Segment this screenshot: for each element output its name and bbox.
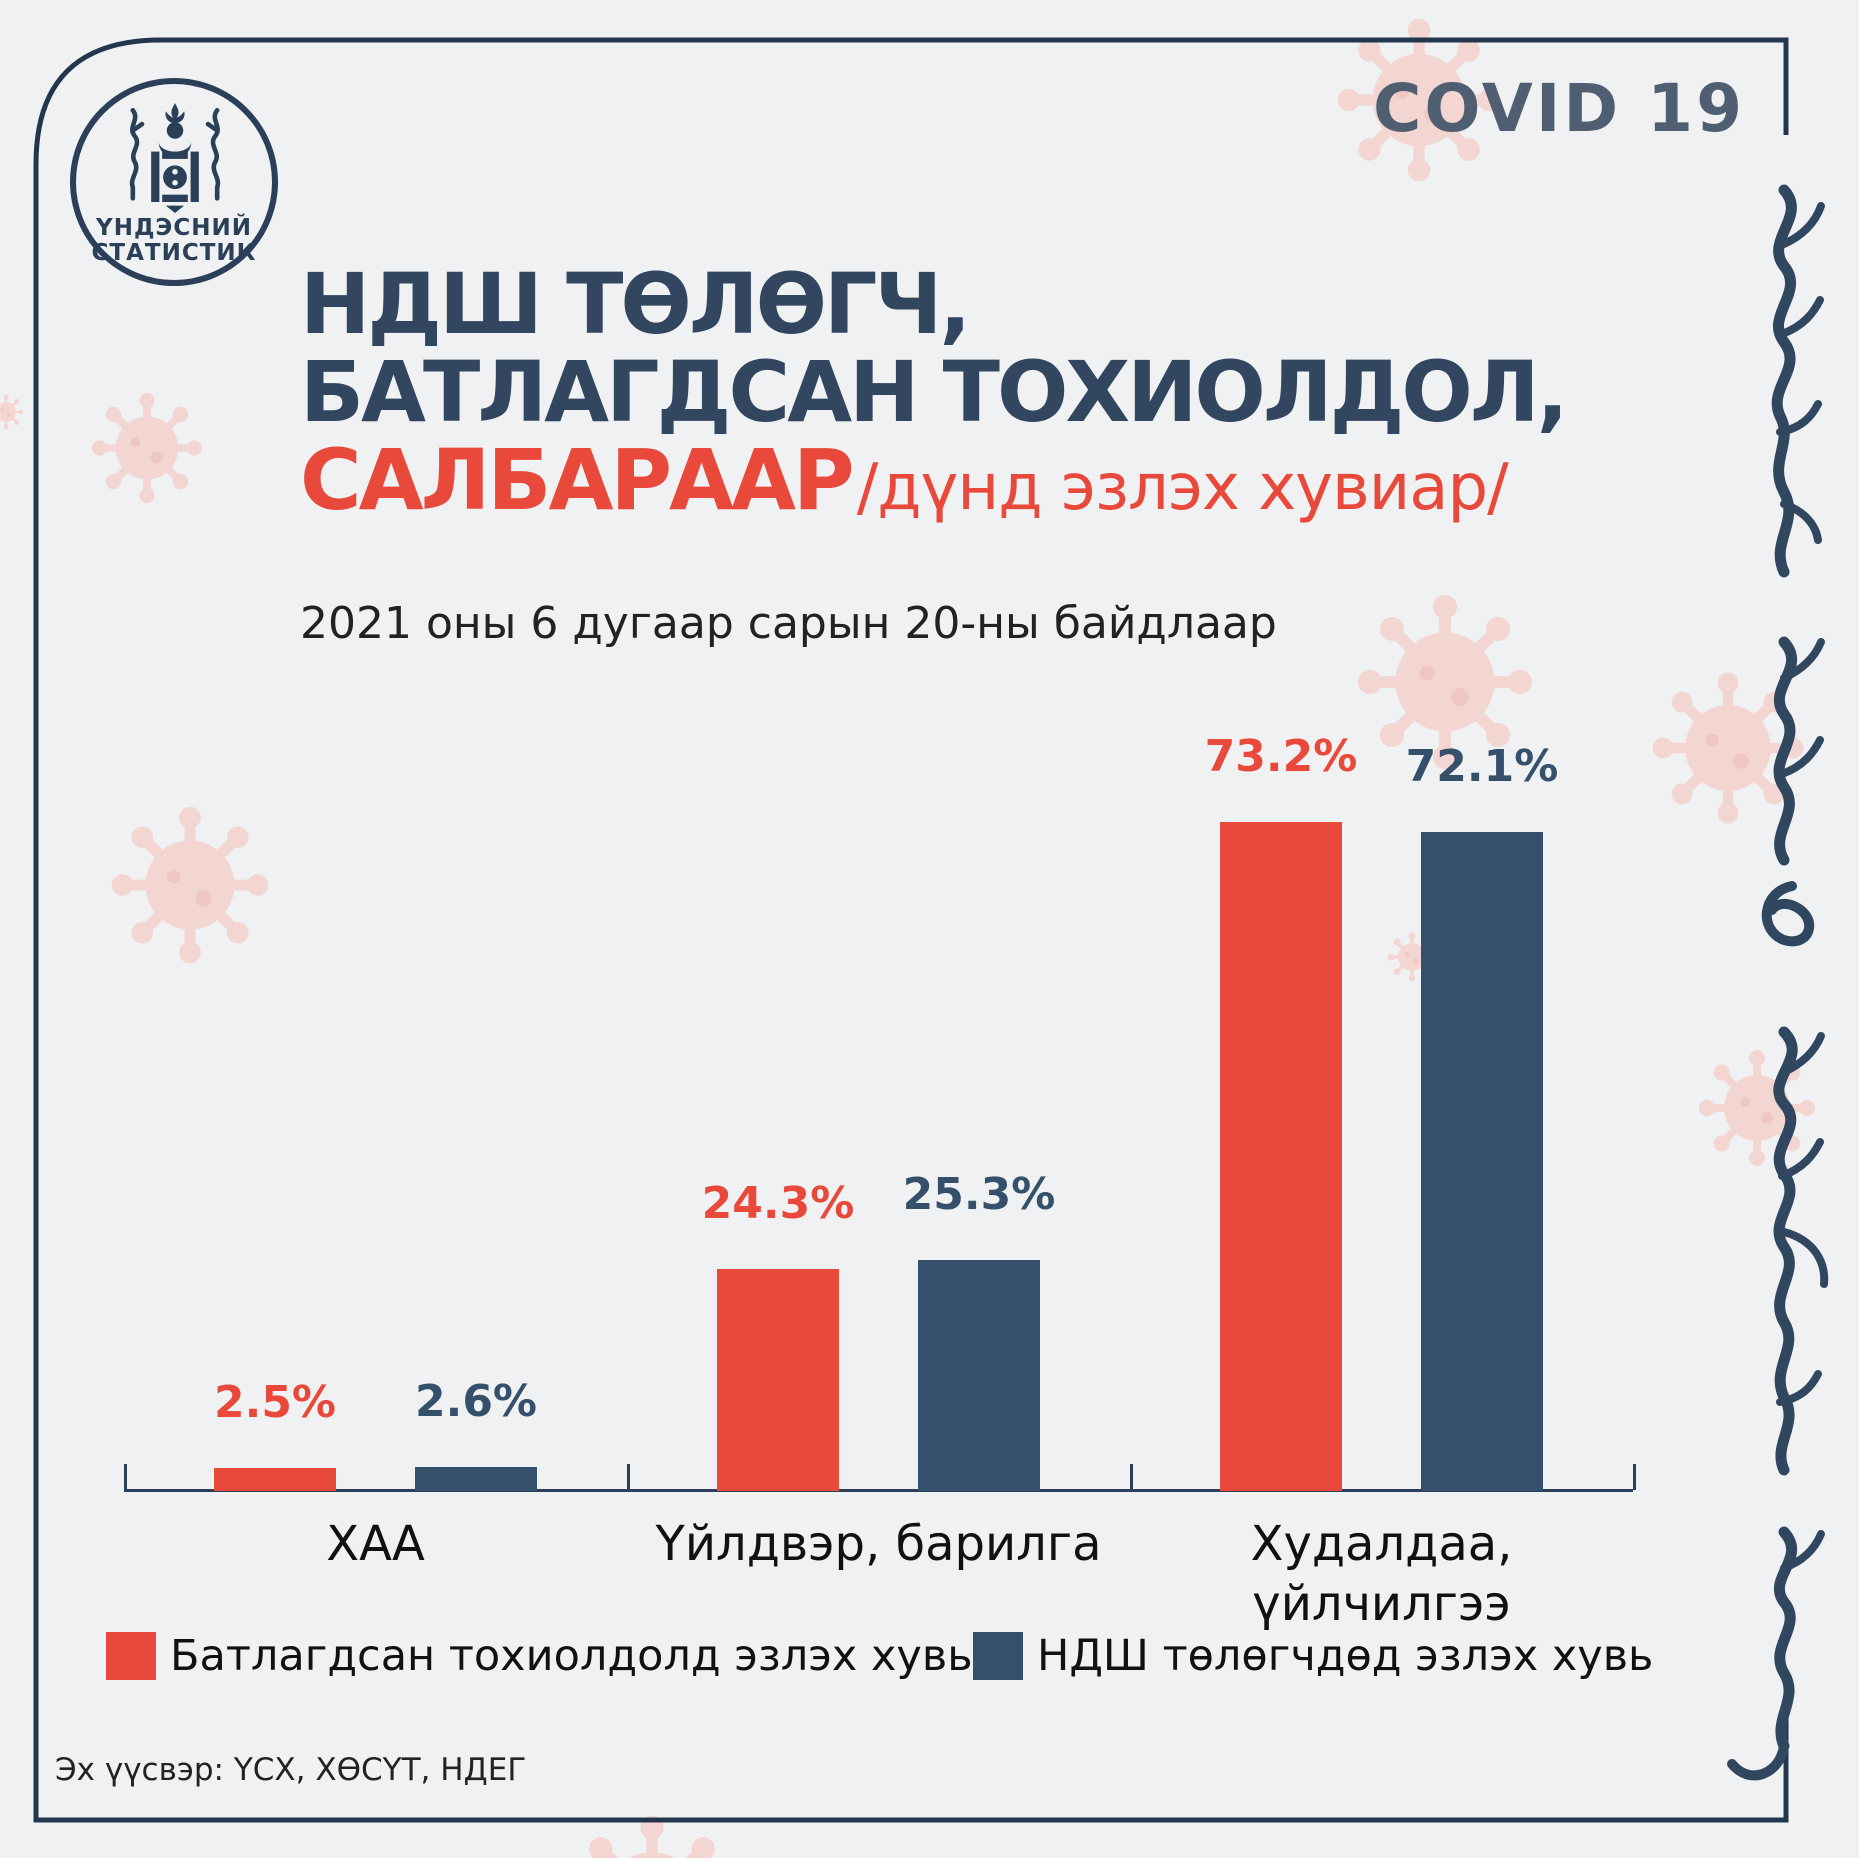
source-note: Эх үүсвэр: ҮСХ, ХӨСҮТ, НДЕГ: [55, 1752, 527, 1788]
virus-icon: [1358, 595, 1532, 769]
legend-label: Батлагдсан тохиолдолд эзлэх хувь: [170, 1631, 973, 1681]
page-title-line3: САЛБАРААР /дүнд эзлэх хувиар/: [300, 438, 1509, 525]
bar-value-label: 25.3%: [902, 1169, 1056, 1220]
covid-label: COVID 19: [1372, 70, 1745, 147]
page-title-line1: НДШ ТӨЛӨГЧ,: [300, 255, 971, 353]
mongolian-script-decoration: [1727, 184, 1829, 1781]
x-axis-line: [124, 1489, 1633, 1492]
bar-value-label: 73.2%: [1204, 731, 1358, 782]
page-title-line2: БАТЛАГДСАН ТОХИОЛДОЛ,: [300, 343, 1568, 441]
virus-icon: [0, 394, 24, 430]
axis-tick: [1130, 1464, 1133, 1490]
bar: [1220, 822, 1342, 1491]
bar: [717, 1269, 839, 1491]
bar-value-label: 2.6%: [414, 1376, 538, 1427]
bar: [1421, 832, 1543, 1491]
nso-logo: ҮНДЭСНИЙ СТАТИСТИК: [70, 78, 278, 286]
legend-swatch: [973, 1632, 1023, 1680]
soyombo-emblem-icon: [129, 103, 221, 213]
axis-tick: [627, 1464, 630, 1490]
axis-tick: [1633, 1464, 1636, 1490]
category-label: ХАА: [326, 1516, 425, 1572]
bar: [415, 1467, 537, 1491]
bar: [214, 1468, 336, 1491]
logo-text-line2: СТАТИСТИК: [91, 240, 257, 266]
virus-icon: [1699, 1050, 1815, 1166]
bar-value-label: 2.5%: [213, 1377, 337, 1428]
logo-text-line1: ҮНДЭСНИЙ: [96, 215, 252, 241]
virus-icon: [91, 392, 203, 504]
bar-value-label: 24.3%: [701, 1178, 855, 1229]
axis-tick: [124, 1464, 127, 1490]
category-label: Худалдаа, үйлчилгээ: [1250, 1516, 1513, 1632]
category-label: Үйлдвэр, барилга: [655, 1516, 1102, 1572]
virus-icon: [1387, 932, 1437, 982]
bar-value-label: 72.1%: [1405, 741, 1559, 792]
virus-icon: [1652, 672, 1804, 824]
date-subtitle: 2021 оны 6 дугаар сарын 20-ны байдлаар: [300, 598, 1277, 649]
bar: [918, 1260, 1040, 1491]
title-highlight: САЛБАРААР: [300, 431, 855, 529]
virus-icon: [567, 1815, 737, 1858]
legend-label: НДШ төлөгчдөд эзлэх хувь: [1037, 1631, 1654, 1681]
virus-icon: [111, 806, 269, 964]
title-note: /дүнд эзлэх хувиар/: [856, 451, 1509, 525]
legend-swatch: [106, 1632, 156, 1680]
